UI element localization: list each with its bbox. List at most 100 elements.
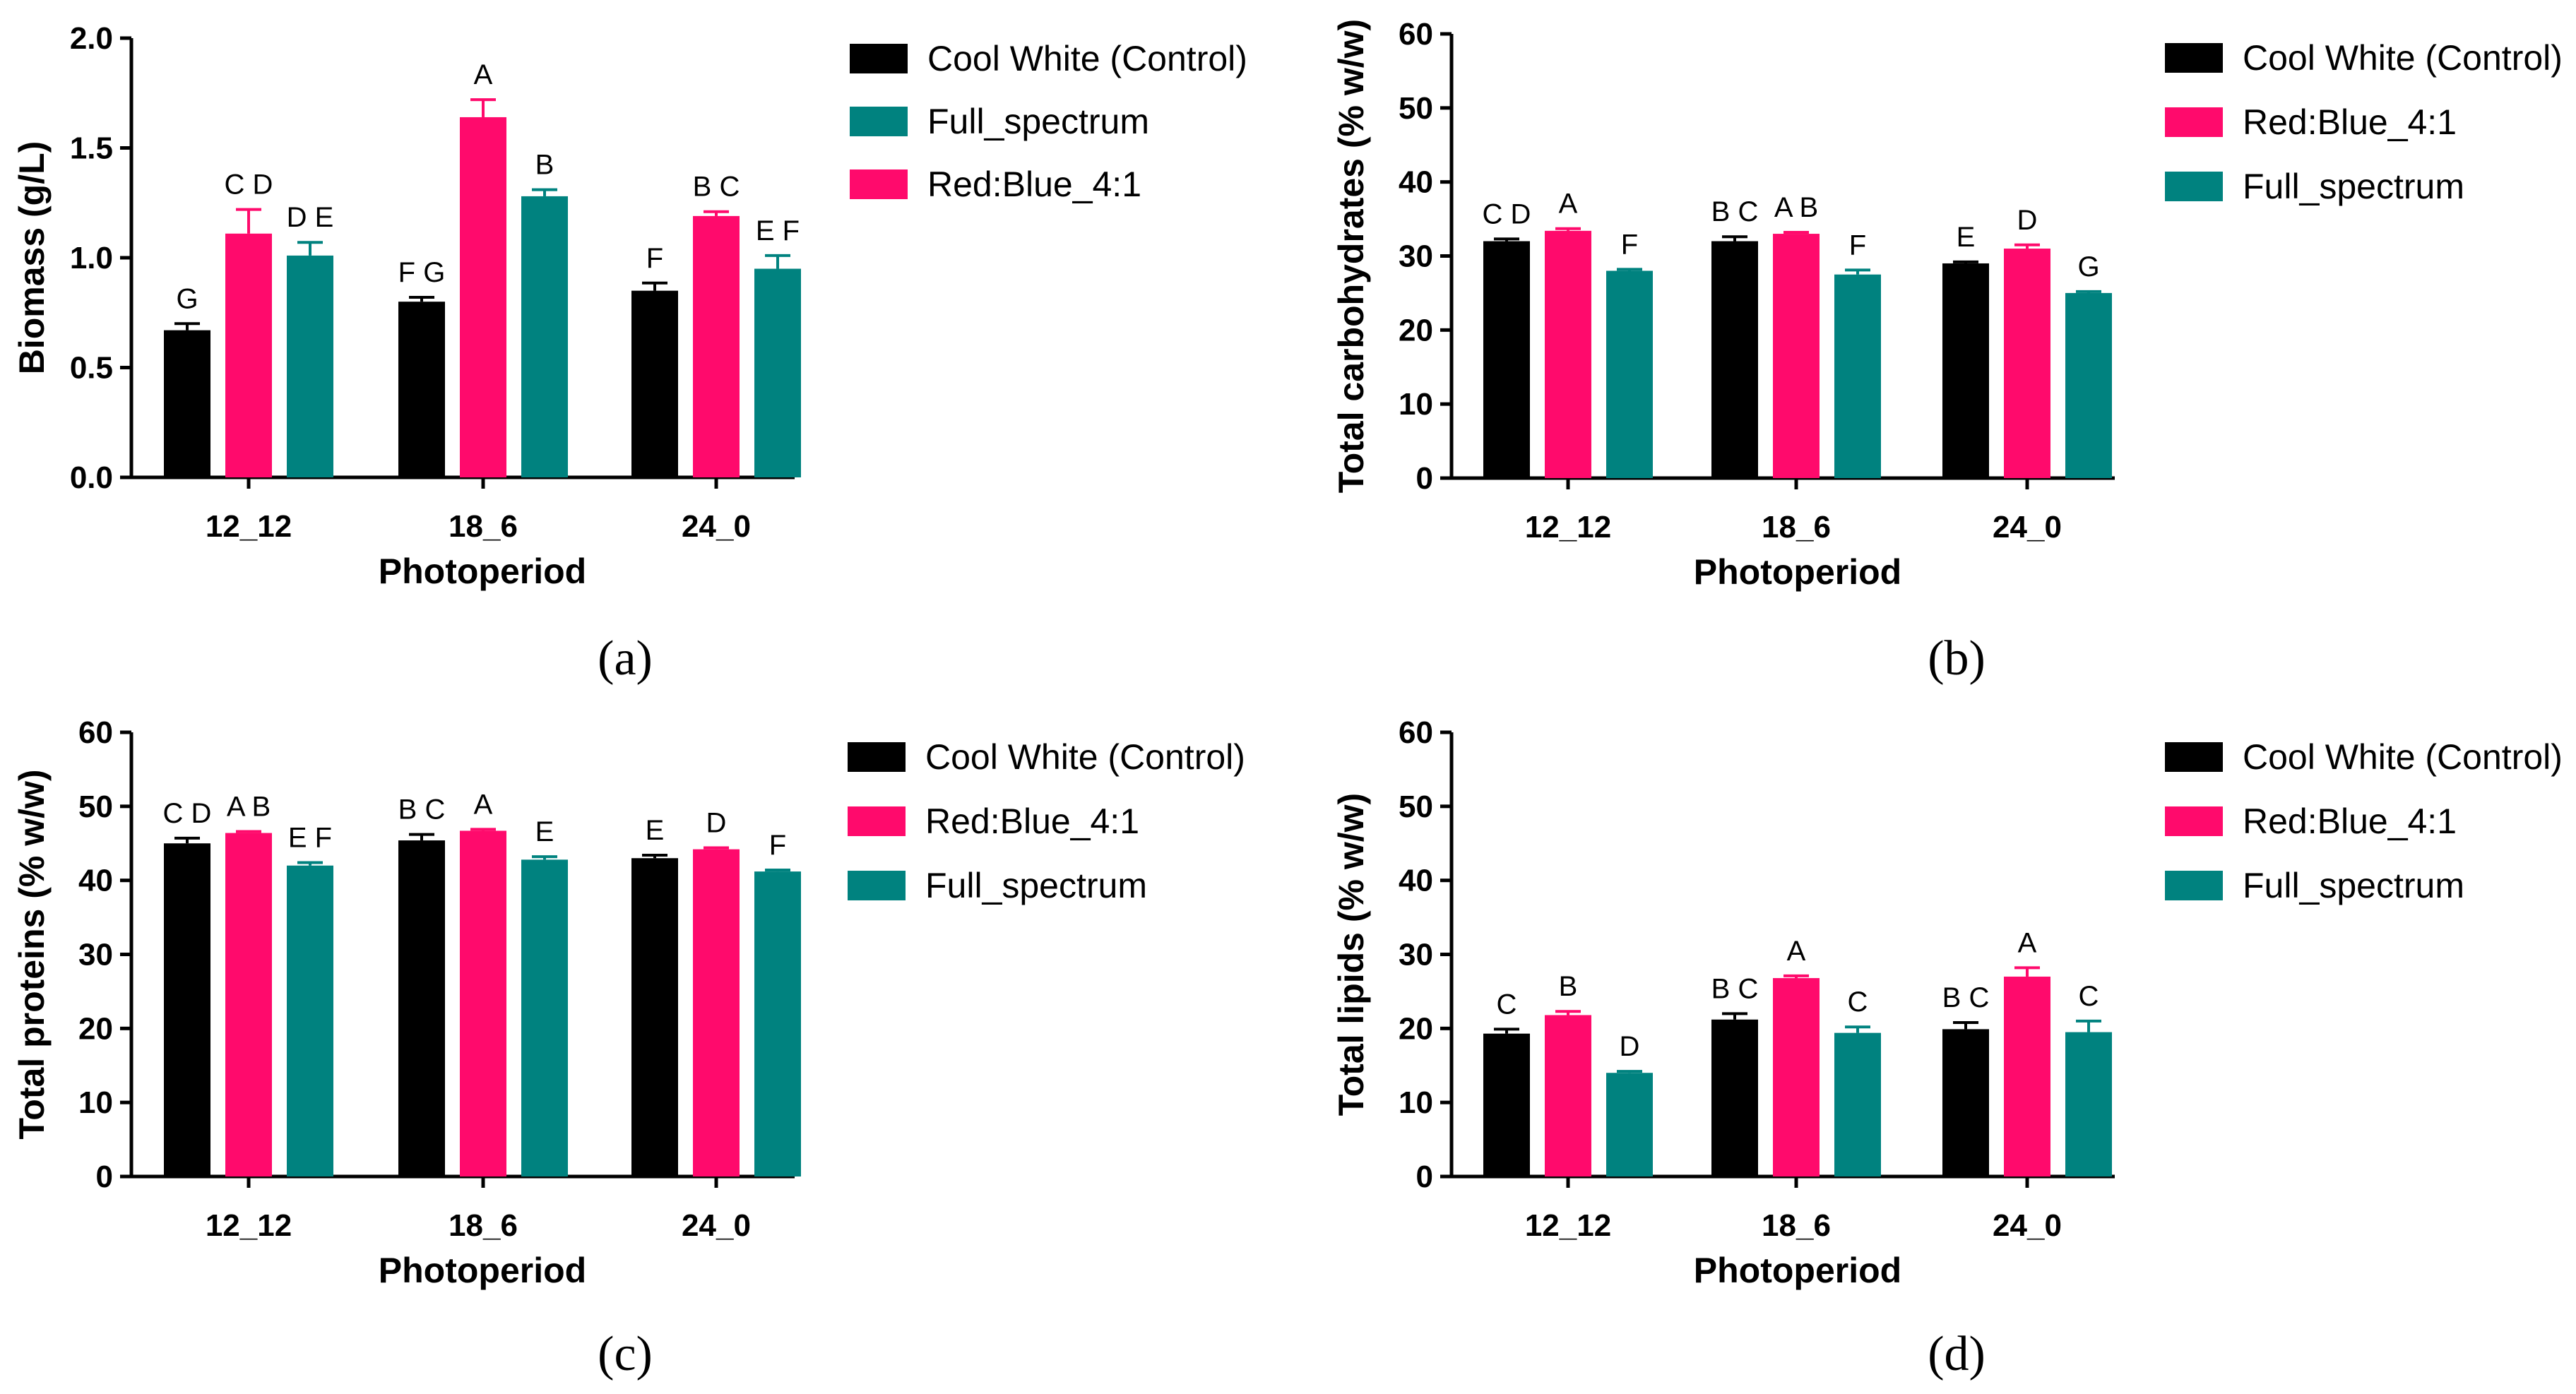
bar-control <box>631 290 678 477</box>
significance-letter: F <box>1621 229 1638 260</box>
y-tick-label: 2.0 <box>70 21 113 56</box>
legend-swatch <box>848 742 906 772</box>
significance-letter: F G <box>398 257 446 288</box>
significance-letter: C D <box>163 798 212 829</box>
y-tick-label: 10 <box>1399 387 1433 422</box>
bar-control <box>1711 241 1758 478</box>
bar-full <box>1834 1032 1881 1176</box>
significance-letter: A <box>1787 936 1806 967</box>
bar-full <box>521 196 568 477</box>
y-tick-label: 60 <box>78 715 113 750</box>
bar-red-blue <box>460 830 506 1176</box>
legend-swatch <box>848 871 906 900</box>
x-tick-label: 24_0 <box>1993 1208 2062 1243</box>
x-tick-label: 12_12 <box>206 509 292 544</box>
bar-control <box>1942 263 1989 478</box>
bar-red-blue <box>225 233 272 477</box>
significance-letter: D <box>706 808 727 839</box>
bar-red-blue <box>1773 234 1820 478</box>
y-tick-label: 1.5 <box>70 131 113 166</box>
legend-label: Cool White (Control) <box>925 737 1245 777</box>
chart-panel-c: 0 10 20 30 40 50 60 12_12 18_6 24_0 Photoperiod Tot… <box>12 715 1245 1381</box>
x-tick-label: 24_0 <box>682 1208 751 1243</box>
y-tick-label: 0 <box>1416 461 1433 496</box>
bar-control <box>1942 1029 1989 1176</box>
bar-red-blue <box>1545 230 1591 478</box>
legend-label: Full_spectrum <box>925 866 1147 905</box>
legend-label: Cool White (Control) <box>2243 38 2563 78</box>
y-tick-label: 10 <box>1399 1085 1433 1120</box>
significance-letter: D <box>2017 205 2038 236</box>
legend-swatch <box>850 107 908 136</box>
significance-letter: D E <box>287 202 334 233</box>
bar-control <box>631 858 678 1176</box>
bar-full <box>1606 270 1653 478</box>
legend-label: Cool White (Control) <box>927 39 1247 78</box>
legend-swatch <box>2165 172 2223 201</box>
significance-letter: B C <box>1711 196 1759 227</box>
y-tick-label: 20 <box>1399 313 1433 347</box>
legend-label: Full_spectrum <box>2243 866 2464 905</box>
significance-letter: E F <box>288 823 332 854</box>
y-tick-label: 30 <box>1399 239 1433 274</box>
x-tick-label: 24_0 <box>1993 510 2062 544</box>
bar-red-blue <box>693 215 740 477</box>
x-axis-title: Photoperiod <box>1694 552 1901 592</box>
significance-letter: F <box>769 830 786 861</box>
significance-letter: A <box>474 59 493 90</box>
significance-letter: C <box>1848 987 1868 1018</box>
significance-letter: D <box>1620 1031 1640 1062</box>
significance-letter: A B <box>1774 192 1818 223</box>
x-tick-label: 18_6 <box>1762 1208 1831 1243</box>
bar-full <box>2065 292 2112 478</box>
legend-swatch <box>2165 43 2223 73</box>
bar-full <box>1606 1073 1653 1176</box>
y-tick-label: 50 <box>1399 790 1433 824</box>
bar-control <box>164 843 210 1176</box>
panel-label: (d) <box>1928 1327 1986 1381</box>
legend-swatch <box>2165 107 2223 137</box>
y-tick-label: 50 <box>78 790 113 824</box>
legend-label: Cool White (Control) <box>2243 737 2563 777</box>
significance-letter: E <box>1957 222 1976 253</box>
y-tick-label: 60 <box>1399 17 1433 52</box>
panel-label: (c) <box>598 1327 653 1381</box>
y-axis-title: Total proteins (% w/w) <box>12 769 52 1139</box>
y-tick-label: 60 <box>1399 715 1433 750</box>
bar-control <box>1483 1033 1530 1176</box>
bar-full <box>754 871 801 1176</box>
x-axis-title: Photoperiod <box>379 1251 586 1290</box>
bar-full <box>2065 1032 2112 1176</box>
bar-control <box>1483 241 1530 478</box>
y-tick-label: 0 <box>96 1160 113 1194</box>
y-axis-title: Total carbohydrates (% w/w) <box>1331 19 1371 493</box>
x-tick-label: 18_6 <box>1762 510 1831 544</box>
legend-swatch <box>2165 871 2223 900</box>
y-tick-label: 30 <box>78 938 113 972</box>
significance-letter: B <box>535 150 554 181</box>
y-tick-label: 1.0 <box>70 241 113 275</box>
legend-swatch <box>848 806 906 836</box>
panel-label: (a) <box>598 631 653 686</box>
legend-label: Full_spectrum <box>2243 167 2464 206</box>
y-axis-title: Total lipids (% w/w) <box>1331 793 1371 1116</box>
legend-label: Red:Blue_4:1 <box>927 165 1141 204</box>
panel-label: (b) <box>1928 631 1986 686</box>
bar-control <box>398 302 445 477</box>
y-axis-title: Biomass (g/L) <box>12 141 52 375</box>
bar-red-blue <box>225 833 272 1176</box>
bar-red-blue <box>2004 249 2050 478</box>
y-tick-label: 0.5 <box>70 351 113 386</box>
legend-swatch <box>850 44 908 73</box>
significance-letter: B C <box>1711 973 1759 1004</box>
y-tick-label: 40 <box>1399 864 1433 898</box>
bar-control <box>164 330 210 477</box>
chart-panel-b: 0 10 20 30 40 50 60 12_12 18_6 24_0 Photoperiod Tot… <box>1331 17 2563 686</box>
significance-letter: A <box>474 789 493 820</box>
significance-letter: E F <box>756 215 800 246</box>
y-tick-label: 50 <box>1399 91 1433 126</box>
legend-swatch <box>2165 742 2223 772</box>
y-tick-label: 10 <box>78 1085 113 1120</box>
legend-swatch <box>2165 806 2223 836</box>
